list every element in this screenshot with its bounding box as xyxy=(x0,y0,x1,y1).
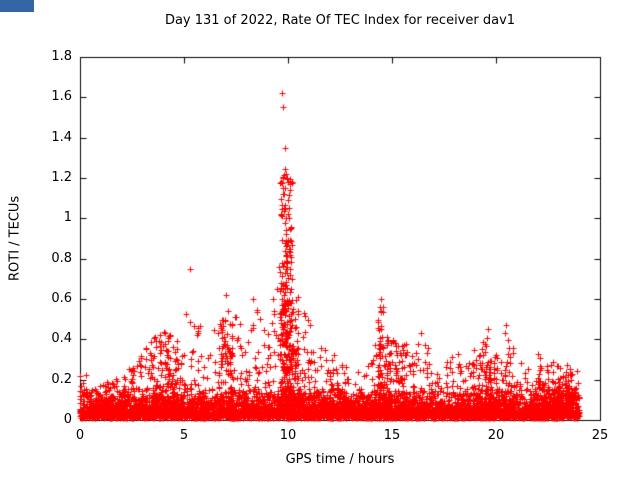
y-axis-label: ROTI / TECUs xyxy=(7,195,23,282)
x-axis-label: GPS time / hours xyxy=(285,452,395,467)
chart-title: Day 131 of 2022, Rate Of TEC Index for r… xyxy=(164,13,516,28)
corner-artifact xyxy=(0,0,34,12)
